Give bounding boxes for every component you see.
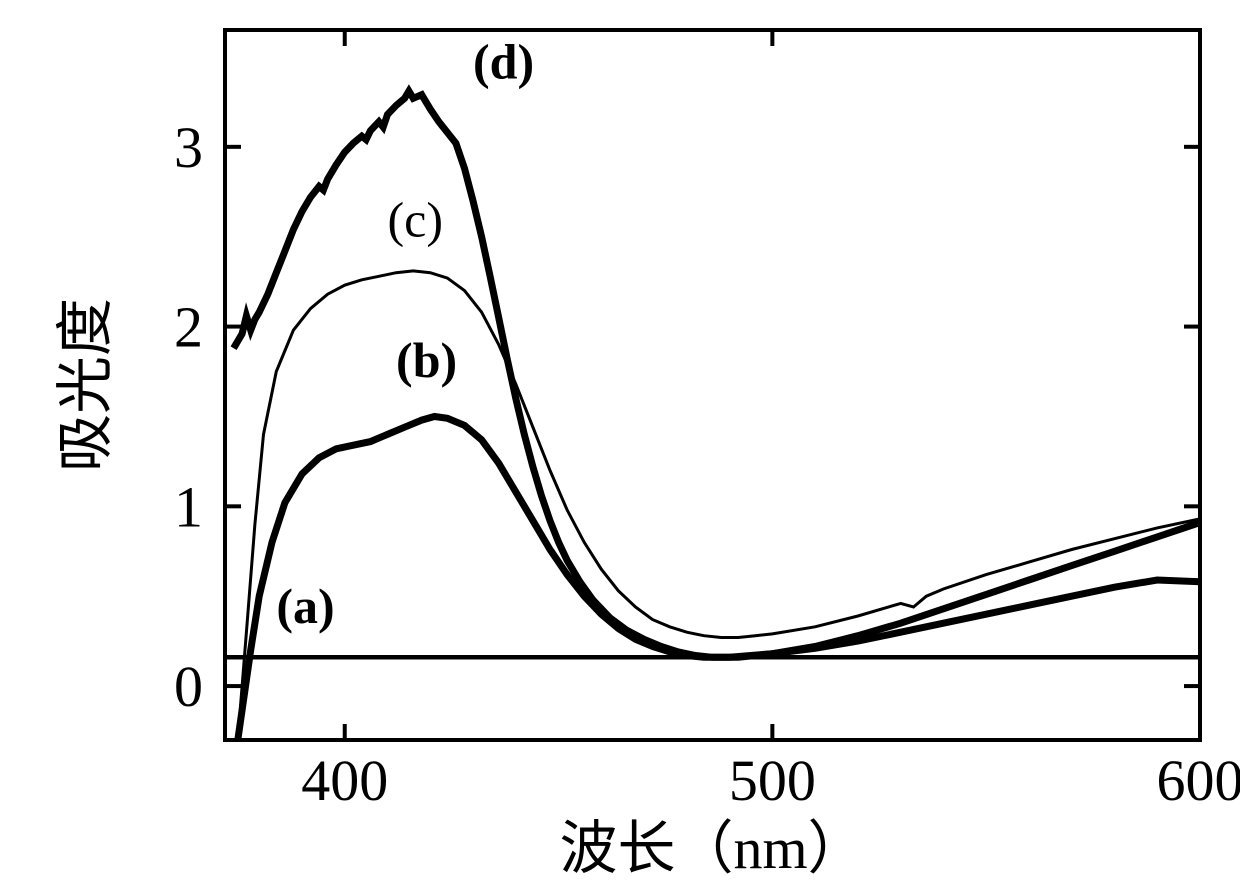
x-tick-label: 400 [301,748,388,813]
series-label-a: (a) [276,578,334,634]
y-tick-label: 0 [174,654,203,719]
x-axis-label: 波长（nm） [559,816,865,881]
x-tick-label: 600 [1157,748,1240,813]
series-label-d: (d) [473,34,534,90]
series-d [234,91,1200,657]
y-axis-label: 吸光度 [53,298,118,472]
y-tick-label: 3 [174,115,203,180]
y-tick-label: 2 [174,295,203,360]
series-label-c: (c) [388,192,444,248]
absorbance-chart: 400 500 600 0 1 2 3 波长（nm） 吸光度 (a) (b) (c) (d) [0,0,1240,891]
x-tick-label: 500 [729,748,816,813]
series-c [238,271,1200,740]
series-b [238,417,1200,741]
series-label-b: (b) [396,332,457,388]
y-tick-label: 1 [174,474,203,539]
